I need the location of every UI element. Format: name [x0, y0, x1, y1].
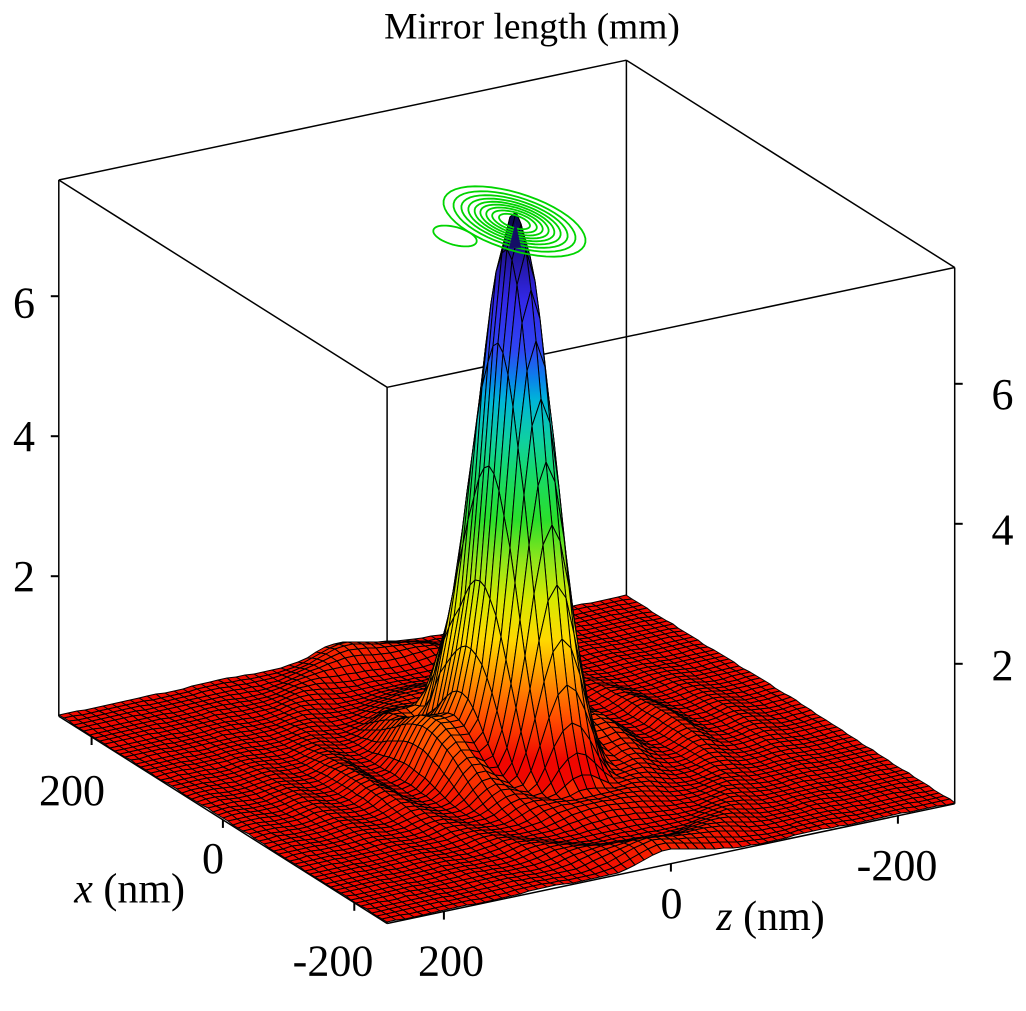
svg-text:4: 4: [13, 412, 35, 461]
svg-text:-200: -200: [857, 841, 938, 890]
svg-text:6: 6: [992, 370, 1014, 419]
svg-text:2: 2: [992, 641, 1014, 690]
svg-text:4: 4: [992, 506, 1014, 555]
svg-text:Mirror length (mm): Mirror length (mm): [384, 7, 680, 48]
svg-text:x (nm): x (nm): [73, 866, 185, 912]
svg-text:z (nm): z (nm): [715, 894, 825, 940]
svg-text:0: 0: [202, 834, 224, 883]
svg-text:200: 200: [39, 766, 105, 815]
svg-text:6: 6: [13, 279, 35, 328]
svg-text:200: 200: [418, 937, 484, 986]
svg-text:0: 0: [661, 879, 683, 928]
svg-text:2: 2: [13, 552, 35, 601]
svg-text:-200: -200: [293, 937, 374, 986]
